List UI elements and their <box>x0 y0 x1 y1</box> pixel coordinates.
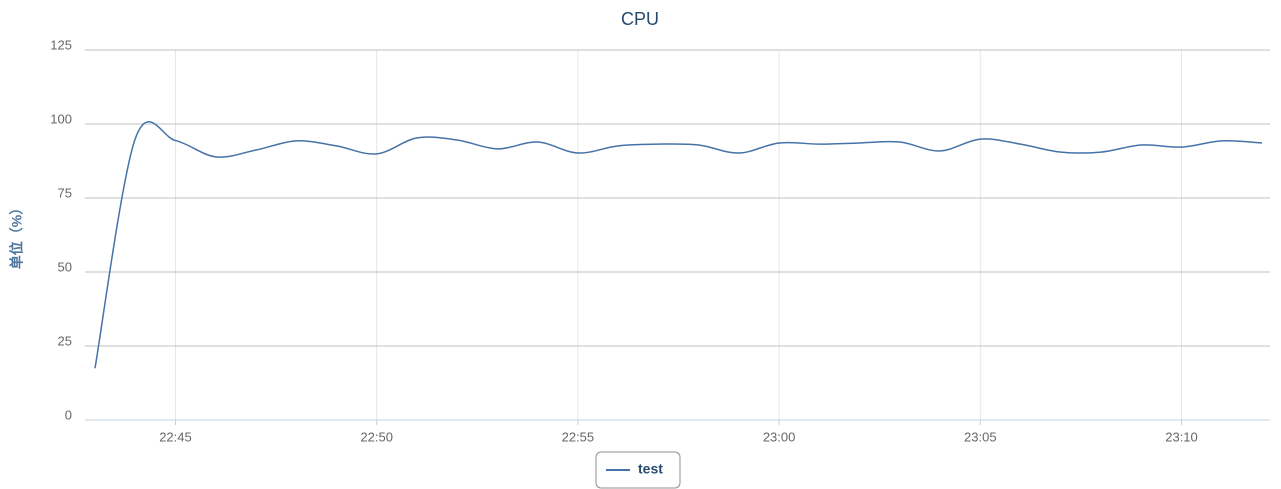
x-tick-label: 22:55 <box>562 429 595 444</box>
y-tick-label: 125 <box>50 37 72 52</box>
y-tick-label: 0 <box>65 407 72 422</box>
y-tick-label: 100 <box>50 111 72 126</box>
legend-label: test <box>638 461 663 477</box>
y-tick-label: 75 <box>58 185 72 200</box>
x-tick-label: 22:50 <box>360 429 393 444</box>
x-tick-label: 23:10 <box>1165 429 1198 444</box>
y-tick-label: 25 <box>58 333 72 348</box>
legend-box <box>595 451 681 489</box>
chart-title: CPU <box>621 9 659 29</box>
y-tick-label: 50 <box>58 259 72 274</box>
line <box>94 121 1263 369</box>
x-tick-label: 23:05 <box>964 429 997 444</box>
y-axis-label: 单位（%） <box>9 201 25 269</box>
x-tick-label: 22:45 <box>159 429 192 444</box>
x-tick-label: 23:00 <box>763 429 796 444</box>
